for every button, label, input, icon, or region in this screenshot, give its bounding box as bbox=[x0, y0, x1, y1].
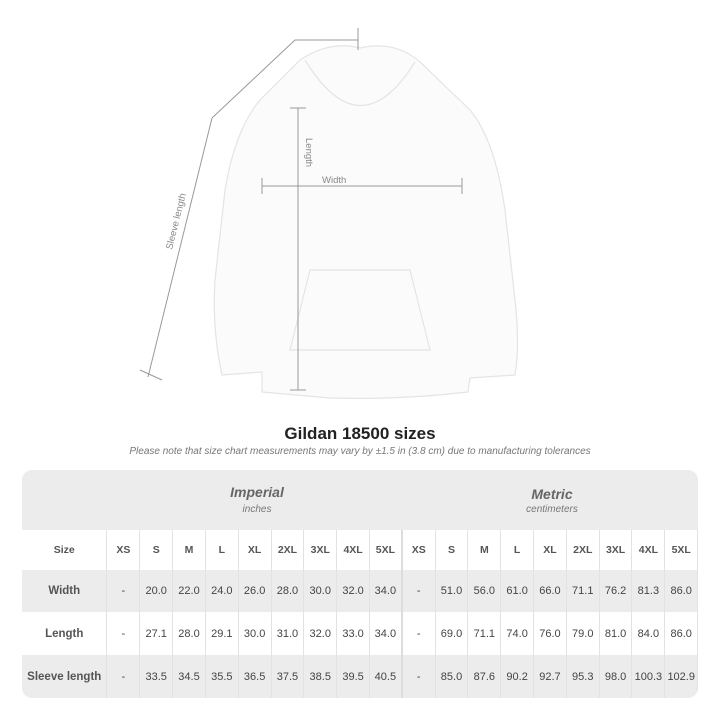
size-header-imperial: XL bbox=[239, 530, 272, 570]
size-header-metric: 4XL bbox=[632, 530, 666, 570]
hoodie-diagram: Sleeve length Length Width bbox=[139, 28, 519, 399]
imperial-value-cell: 29.1 bbox=[206, 612, 239, 655]
length-label: Length bbox=[303, 138, 314, 167]
chart-title: Gildan 18500 sizes bbox=[284, 424, 436, 443]
metric-value-cell: 56.0 bbox=[468, 570, 502, 612]
size-header-metric: M bbox=[468, 530, 502, 570]
metric-value-cell: 98.0 bbox=[600, 655, 633, 698]
imperial-value-cell: 30.0 bbox=[239, 612, 272, 655]
imperial-value-cell: 24.0 bbox=[206, 570, 239, 612]
size-header-label: Size bbox=[22, 530, 108, 570]
metric-value-cell: 76.0 bbox=[534, 612, 567, 655]
imperial-value-cell: 31.0 bbox=[272, 612, 305, 655]
imperial-value-cell: 40.5 bbox=[370, 655, 403, 698]
metric-unit: centimeters bbox=[526, 504, 578, 515]
imperial-unit: inches bbox=[242, 504, 272, 515]
table-row: Length -27.1 28.0 29.1 30.0 31.0 32.0 33.0 34.0-… bbox=[22, 612, 698, 655]
metric-value-cell: 51.0 bbox=[436, 570, 469, 612]
size-header-metric: XL bbox=[534, 530, 567, 570]
row-label: Length bbox=[22, 612, 108, 655]
metric-value-cell: 85.0 bbox=[436, 655, 469, 698]
metric-value-cell: 86.0 bbox=[665, 570, 698, 612]
imperial-value-cell: 27.1 bbox=[140, 612, 174, 655]
imperial-value-cell: 33.0 bbox=[337, 612, 370, 655]
size-header-row: Size XS S M L XL 2XL 3XL 4XL 5XL XS S M L XL 2XL 3XL 4XL 5… bbox=[22, 530, 698, 570]
size-header-metric: 2XL bbox=[567, 530, 600, 570]
row-label: Sleeve length bbox=[22, 655, 108, 698]
tolerance-note: Please note that size chart measurements… bbox=[129, 446, 591, 457]
size-header-imperial: S bbox=[140, 530, 174, 570]
metric-value-cell: 74.0 bbox=[501, 612, 535, 655]
size-header-metric: 3XL bbox=[600, 530, 633, 570]
metric-value-cell: 76.2 bbox=[600, 570, 633, 612]
imperial-value-cell: - bbox=[107, 570, 141, 612]
metric-value-cell: 100.3 bbox=[632, 655, 666, 698]
imperial-value-cell: 34.5 bbox=[173, 655, 206, 698]
imperial-value-cell: 39.5 bbox=[337, 655, 370, 698]
table-row: Sleeve length -33.5 34.5 35.5 36.5 37.5 38.5 39… bbox=[22, 655, 698, 698]
metric-value-cell: 87.6 bbox=[468, 655, 502, 698]
imperial-value-cell: 32.0 bbox=[337, 570, 370, 612]
size-header-imperial: 5XL bbox=[370, 530, 403, 570]
metric-value-cell: 102.9 bbox=[665, 655, 698, 698]
imperial-value-cell: 34.0 bbox=[370, 570, 403, 612]
metric-value-cell: 71.1 bbox=[468, 612, 502, 655]
imperial-value-cell: 26.0 bbox=[239, 570, 272, 612]
imperial-value-cell: 36.5 bbox=[239, 655, 272, 698]
metric-value-cell: 95.3 bbox=[567, 655, 600, 698]
metric-value-cell: - bbox=[403, 570, 436, 612]
metric-value-cell: 92.7 bbox=[534, 655, 567, 698]
metric-value-cell: 81.3 bbox=[632, 570, 666, 612]
imperial-value-cell: 20.0 bbox=[140, 570, 174, 612]
imperial-value-cell: 37.5 bbox=[272, 655, 305, 698]
size-header-metric: 5XL bbox=[665, 530, 698, 570]
size-header-metric: S bbox=[436, 530, 469, 570]
size-header-imperial: L bbox=[206, 530, 239, 570]
metric-value-cell: 90.2 bbox=[501, 655, 535, 698]
width-label: Width bbox=[322, 175, 346, 186]
size-header-imperial: 3XL bbox=[304, 530, 338, 570]
metric-value-cell: 84.0 bbox=[632, 612, 666, 655]
sleeve-length-label: Sleeve length bbox=[164, 192, 189, 251]
imperial-value-cell: 35.5 bbox=[206, 655, 239, 698]
size-header-metric: L bbox=[501, 530, 535, 570]
imperial-value-cell: 28.0 bbox=[272, 570, 305, 612]
metric-value-cell: 66.0 bbox=[534, 570, 567, 612]
dimension-lines bbox=[139, 28, 463, 391]
metric-value-cell: 61.0 bbox=[501, 570, 535, 612]
imperial-value-cell: 32.0 bbox=[304, 612, 338, 655]
hoodie-illustration bbox=[213, 45, 519, 399]
imperial-value-cell: 22.0 bbox=[173, 570, 206, 612]
imperial-value-cell: - bbox=[107, 655, 141, 698]
metric-value-cell: - bbox=[403, 655, 436, 698]
imperial-value-cell: 28.0 bbox=[173, 612, 206, 655]
size-header-imperial: 4XL bbox=[337, 530, 370, 570]
size-header-imperial: 2XL bbox=[272, 530, 305, 570]
imperial-value-cell: - bbox=[107, 612, 141, 655]
metric-value-cell: - bbox=[403, 612, 436, 655]
imperial-value-cell: 38.5 bbox=[304, 655, 338, 698]
metric-value-cell: 79.0 bbox=[567, 612, 600, 655]
metric-value-cell: 71.1 bbox=[567, 570, 600, 612]
imperial-value-cell: 34.0 bbox=[370, 612, 403, 655]
table-row: Width -20.0 22.0 24.0 26.0 28.0 30.0 32.0 34.0-5… bbox=[22, 570, 698, 612]
size-header-metric: XS bbox=[403, 530, 436, 570]
imperial-title: Imperial bbox=[230, 484, 284, 500]
metric-title: Metric bbox=[531, 486, 573, 502]
row-label: Width bbox=[22, 570, 108, 612]
imperial-value-cell: 33.5 bbox=[140, 655, 174, 698]
metric-value-cell: 69.0 bbox=[436, 612, 469, 655]
size-table: Imperial inches Metric centimeters Size X… bbox=[22, 470, 698, 698]
size-header-imperial: XS bbox=[107, 530, 141, 570]
table-header: Imperial inches Metric centimeters bbox=[22, 470, 698, 530]
metric-value-cell: 86.0 bbox=[665, 612, 698, 655]
metric-value-cell: 81.0 bbox=[600, 612, 633, 655]
imperial-value-cell: 30.0 bbox=[304, 570, 338, 612]
size-header-imperial: M bbox=[173, 530, 206, 570]
